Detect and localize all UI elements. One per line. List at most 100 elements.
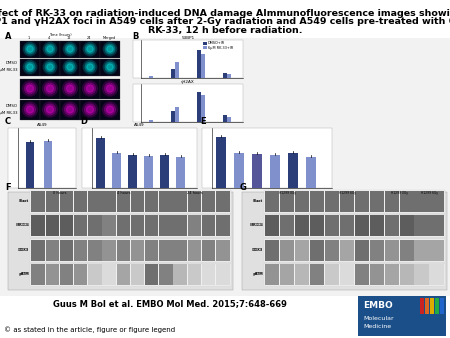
Circle shape (42, 81, 58, 96)
Bar (288, 153, 298, 188)
Circle shape (45, 104, 56, 115)
Bar (0, 38, 450, 296)
Bar (202, 264, 215, 285)
Circle shape (83, 42, 97, 56)
Bar (310, 264, 324, 285)
Bar (60, 191, 73, 212)
Circle shape (25, 44, 35, 54)
Text: 24: 24 (87, 36, 91, 40)
Text: B-act: B-act (253, 199, 263, 203)
Circle shape (65, 44, 75, 54)
Text: γH2AX: γH2AX (181, 80, 195, 84)
Bar (430, 298, 434, 314)
Bar (171, 111, 175, 122)
Bar (355, 240, 369, 261)
Text: 1: 1 (28, 36, 30, 40)
Bar (45, 240, 59, 261)
Bar (60, 58, 80, 76)
Text: Guus M Bol et al. EMBO Mol Med. 2015;7:648-669: Guus M Bol et al. EMBO Mol Med. 2015;7:6… (53, 299, 287, 309)
Bar (40, 99, 59, 120)
Bar (252, 154, 262, 188)
Text: EMBO: EMBO (363, 301, 393, 311)
Bar (102, 240, 116, 261)
Bar (173, 191, 187, 212)
Circle shape (45, 62, 55, 72)
Circle shape (63, 42, 77, 56)
Bar (40, 41, 59, 58)
Bar (358, 296, 446, 336)
Bar (145, 264, 158, 285)
Bar (88, 215, 102, 236)
Bar (112, 153, 121, 188)
Bar (266, 264, 279, 285)
Bar (88, 191, 102, 212)
Bar (340, 264, 354, 285)
Text: H1299 6Gy: H1299 6Gy (338, 191, 356, 195)
Bar (216, 264, 230, 285)
Bar (295, 191, 309, 212)
Bar (100, 78, 120, 99)
Bar (264, 264, 445, 286)
Bar (117, 264, 130, 285)
Text: H1299 0Gy: H1299 0Gy (391, 191, 408, 195)
Bar (234, 153, 244, 188)
Text: 6μM RK-33: 6μM RK-33 (0, 111, 18, 115)
Bar (414, 240, 428, 261)
Bar (74, 191, 87, 212)
Circle shape (27, 46, 33, 52)
Circle shape (105, 44, 115, 54)
Circle shape (85, 44, 95, 54)
Bar (400, 191, 414, 212)
Bar (295, 215, 309, 236)
Bar (202, 191, 215, 212)
Bar (203, 42, 207, 45)
Text: B-act: B-act (19, 199, 29, 203)
Bar (131, 215, 144, 236)
Bar (60, 99, 80, 120)
Bar (145, 215, 158, 236)
Text: D: D (80, 117, 87, 126)
Bar (74, 240, 87, 261)
Circle shape (67, 85, 74, 92)
Bar (355, 215, 369, 236)
Bar (131, 191, 144, 212)
Text: B-act: B-act (20, 199, 29, 203)
Bar (117, 240, 130, 261)
Bar (40, 78, 59, 99)
Bar (295, 240, 309, 261)
Bar (133, 84, 243, 122)
Bar (400, 264, 414, 285)
Bar (370, 240, 384, 261)
Bar (32, 191, 45, 212)
Bar (202, 215, 215, 236)
Text: DMSO+IR: DMSO+IR (208, 42, 225, 46)
Circle shape (85, 83, 95, 94)
Circle shape (67, 106, 74, 113)
Bar (144, 156, 153, 188)
Bar (227, 74, 230, 78)
Text: pATM: pATM (18, 272, 29, 276)
Bar (131, 264, 144, 285)
Bar (145, 191, 158, 212)
Circle shape (67, 64, 73, 70)
Bar (74, 264, 87, 285)
Bar (414, 215, 428, 236)
Text: Molecular: Molecular (363, 315, 394, 320)
Bar (45, 264, 59, 285)
Bar (216, 191, 230, 212)
Bar (264, 190, 445, 213)
Circle shape (83, 60, 97, 74)
Circle shape (103, 81, 117, 96)
Bar (325, 264, 339, 285)
Text: 24 hours: 24 hours (187, 191, 202, 195)
Bar (32, 240, 45, 261)
Circle shape (82, 102, 98, 117)
Bar (80, 78, 99, 99)
Bar (159, 215, 173, 236)
Circle shape (107, 46, 113, 52)
Bar (325, 191, 339, 212)
Circle shape (106, 85, 113, 92)
Circle shape (22, 81, 38, 96)
Text: RK-33, 12 h before radiation.: RK-33, 12 h before radiation. (148, 26, 302, 35)
Bar (223, 73, 226, 78)
